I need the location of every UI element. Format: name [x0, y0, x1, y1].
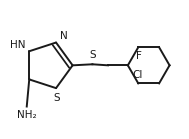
Text: S: S — [54, 93, 60, 103]
Text: F: F — [136, 51, 142, 61]
Text: NH₂: NH₂ — [17, 110, 36, 120]
Text: N: N — [60, 31, 67, 41]
Text: HN: HN — [10, 40, 26, 50]
Text: Cl: Cl — [132, 70, 143, 80]
Text: S: S — [89, 50, 96, 60]
